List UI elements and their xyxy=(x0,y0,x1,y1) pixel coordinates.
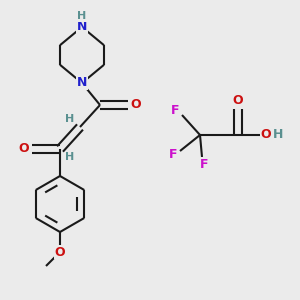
Text: H: H xyxy=(77,11,87,21)
Text: N: N xyxy=(77,20,87,34)
Text: O: O xyxy=(19,142,29,155)
Text: F: F xyxy=(169,148,177,161)
Text: H: H xyxy=(65,152,75,162)
Text: O: O xyxy=(131,98,141,112)
Text: F: F xyxy=(200,158,208,170)
Text: H: H xyxy=(273,128,283,142)
Text: O: O xyxy=(261,128,271,142)
Text: N: N xyxy=(77,76,87,89)
Text: O: O xyxy=(55,245,65,259)
Text: O: O xyxy=(233,94,243,107)
Text: H: H xyxy=(65,114,75,124)
Text: F: F xyxy=(171,104,179,118)
